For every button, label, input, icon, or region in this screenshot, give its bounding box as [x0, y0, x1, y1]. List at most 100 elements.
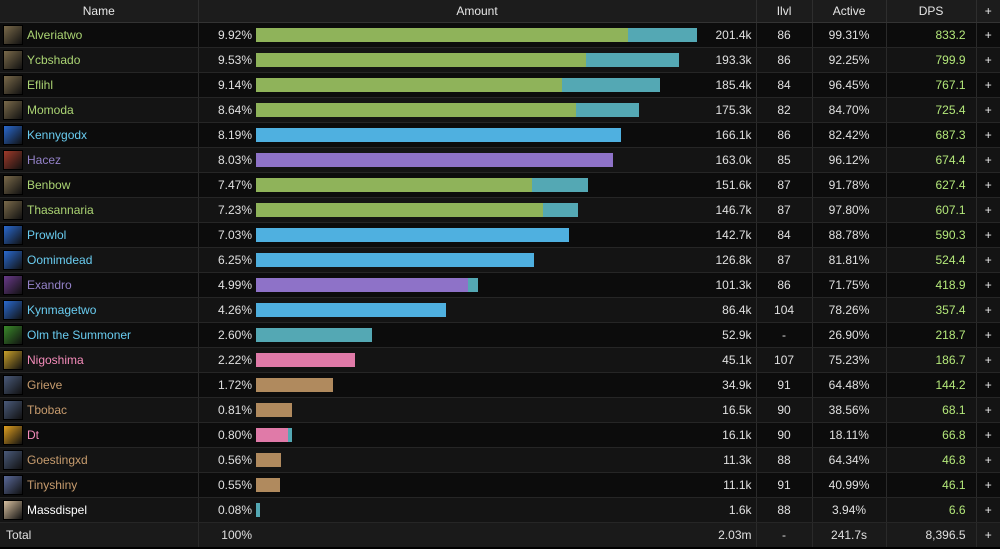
player-name-cell[interactable]: Nigoshima	[0, 347, 199, 373]
player-name-cell[interactable]: Kennygodx	[0, 122, 199, 148]
header-expand-button[interactable]: +	[976, 0, 1000, 23]
player-name-cell[interactable]: Thasannaria	[0, 197, 199, 223]
player-dps: 186.7	[886, 347, 977, 373]
row-expand-button[interactable]: +	[976, 22, 1000, 48]
bar-segment-hunter-pet	[562, 78, 660, 92]
player-row[interactable]: Goestingxd 0.56% 11.3k 88 64.34% 46.8 +	[0, 447, 1000, 473]
player-row[interactable]: Massdispel 0.08% 1.6k 88 3.94% 6.6 +	[0, 497, 1000, 523]
total-expand-button[interactable]: +	[976, 522, 1000, 547]
hunter-icon	[3, 100, 23, 120]
player-name-cell[interactable]: Dt	[0, 422, 199, 448]
player-name-cell[interactable]: Goestingxd	[0, 447, 199, 473]
player-pct: 2.22%	[198, 347, 256, 373]
player-dps: 833.2	[886, 22, 977, 48]
player-name-cell[interactable]: Alveriatwo	[0, 22, 199, 48]
player-row[interactable]: Tinyshiny 0.55% 11.1k 91 40.99% 46.1 +	[0, 472, 1000, 498]
player-row[interactable]: Dt 0.80% 16.1k 90 18.11% 66.8 +	[0, 422, 1000, 448]
player-pct: 7.23%	[198, 197, 256, 223]
player-row[interactable]: Hacez 8.03% 163.0k 85 96.12% 674.4 +	[0, 147, 1000, 173]
player-bar-cell	[256, 472, 701, 498]
bar-segment-hunter-pet	[576, 103, 639, 117]
player-bar	[256, 303, 701, 317]
row-expand-button[interactable]: +	[976, 297, 1000, 323]
player-bar	[256, 28, 701, 42]
player-name-cell[interactable]: Tinyshiny	[0, 472, 199, 498]
row-expand-button[interactable]: +	[976, 397, 1000, 423]
player-row[interactable]: Thasannaria 7.23% 146.7k 87 97.80% 607.1 +	[0, 197, 1000, 223]
row-expand-button[interactable]: +	[976, 372, 1000, 398]
player-name-cell[interactable]: Prowlol	[0, 222, 199, 248]
player-name-cell[interactable]: Ycbshado	[0, 47, 199, 73]
row-expand-button[interactable]: +	[976, 97, 1000, 123]
row-expand-button[interactable]: +	[976, 422, 1000, 448]
player-name-cell[interactable]: Eflihl	[0, 72, 199, 98]
row-expand-button[interactable]: +	[976, 447, 1000, 473]
row-expand-button[interactable]: +	[976, 197, 1000, 223]
player-name-cell[interactable]: Hacez	[0, 147, 199, 173]
row-expand-button[interactable]: +	[976, 147, 1000, 173]
row-expand-button[interactable]: +	[976, 172, 1000, 198]
row-expand-button[interactable]: +	[976, 322, 1000, 348]
player-name-cell[interactable]: Exandro	[0, 272, 199, 298]
player-name-cell[interactable]: Oomimdead	[0, 247, 199, 273]
player-amount: 175.3k	[701, 97, 757, 123]
total-pct: 100%	[198, 522, 256, 547]
row-expand-button[interactable]: +	[976, 47, 1000, 73]
player-row[interactable]: Prowlol 7.03% 142.7k 84 88.78% 590.3 +	[0, 222, 1000, 248]
player-amount: 11.3k	[701, 447, 757, 473]
row-expand-button[interactable]: +	[976, 497, 1000, 523]
player-name-cell[interactable]: Tbobac	[0, 397, 199, 423]
player-row[interactable]: Tbobac 0.81% 16.5k 90 38.56% 68.1 +	[0, 397, 1000, 423]
player-name-cell[interactable]: Grieve	[0, 372, 199, 398]
row-expand-button[interactable]: +	[976, 122, 1000, 148]
player-row[interactable]: Eflihl 9.14% 185.4k 84 96.45% 767.1 +	[0, 72, 1000, 98]
player-row[interactable]: Exandro 4.99% 101.3k 86 71.75% 418.9 +	[0, 272, 1000, 298]
row-expand-button[interactable]: +	[976, 247, 1000, 273]
header-dps[interactable]: DPS	[886, 0, 977, 23]
player-bar	[256, 353, 701, 367]
row-expand-button[interactable]: +	[976, 472, 1000, 498]
total-active: 241.7s	[812, 522, 887, 547]
player-name-cell[interactable]: Massdispel	[0, 497, 199, 523]
player-row[interactable]: Kennygodx 8.19% 166.1k 86 82.42% 687.3 +	[0, 122, 1000, 148]
row-expand-button[interactable]: +	[976, 72, 1000, 98]
row-expand-button[interactable]: +	[976, 347, 1000, 373]
player-row[interactable]: Kynmagetwo 4.26% 86.4k 104 78.26% 357.4 +	[0, 297, 1000, 323]
header-active[interactable]: Active	[812, 0, 887, 23]
player-name-cell[interactable]: Momoda	[0, 97, 199, 123]
player-name-cell[interactable]: Benbow	[0, 172, 199, 198]
player-amount: 86.4k	[701, 297, 757, 323]
player-pct: 7.47%	[198, 172, 256, 198]
player-amount: 163.0k	[701, 147, 757, 173]
header-ilvl[interactable]: Ilvl	[756, 0, 813, 23]
player-row[interactable]: Benbow 7.47% 151.6k 87 91.78% 627.4 +	[0, 172, 1000, 198]
player-row[interactable]: Oomimdead 6.25% 126.8k 87 81.81% 524.4 +	[0, 247, 1000, 273]
player-row[interactable]: Ycbshado 9.53% 193.3k 86 92.25% 799.9 +	[0, 47, 1000, 73]
player-row[interactable]: Alveriatwo 9.92% 201.4k 86 99.31% 833.2 +	[0, 22, 1000, 48]
player-row[interactable]: Momoda 8.64% 175.3k 82 84.70% 725.4 +	[0, 97, 1000, 123]
row-expand-button[interactable]: +	[976, 222, 1000, 248]
player-name-cell[interactable]: Kynmagetwo	[0, 297, 199, 323]
player-active: 64.34%	[812, 447, 887, 473]
header-name[interactable]: Name	[0, 0, 199, 23]
player-row[interactable]: Nigoshima 2.22% 45.1k 107 75.23% 186.7 +	[0, 347, 1000, 373]
player-ilvl: 86	[756, 22, 813, 48]
player-row[interactable]: Grieve 1.72% 34.9k 91 64.48% 144.2 +	[0, 372, 1000, 398]
player-row[interactable]: Olm the Summoner 2.60% 52.9k -26.90% 218.7 +	[0, 322, 1000, 348]
player-name: Oomimdead	[27, 253, 93, 267]
bar-segment-paladin	[256, 428, 288, 442]
row-expand-button[interactable]: +	[976, 272, 1000, 298]
player-bar-cell	[256, 397, 701, 423]
player-bar	[256, 428, 701, 442]
player-dps: 627.4	[886, 172, 977, 198]
warrior-icon	[3, 450, 23, 470]
player-bar	[256, 178, 701, 192]
player-pct: 0.08%	[198, 497, 256, 523]
player-name: Goestingxd	[27, 453, 88, 467]
player-amount: 16.1k	[701, 422, 757, 448]
player-name-cell[interactable]: Olm the Summoner	[0, 322, 199, 348]
player-amount: 146.7k	[701, 197, 757, 223]
bar-segment-warlock	[256, 278, 468, 292]
header-amount[interactable]: Amount	[198, 0, 757, 23]
player-bar-cell	[256, 322, 701, 348]
